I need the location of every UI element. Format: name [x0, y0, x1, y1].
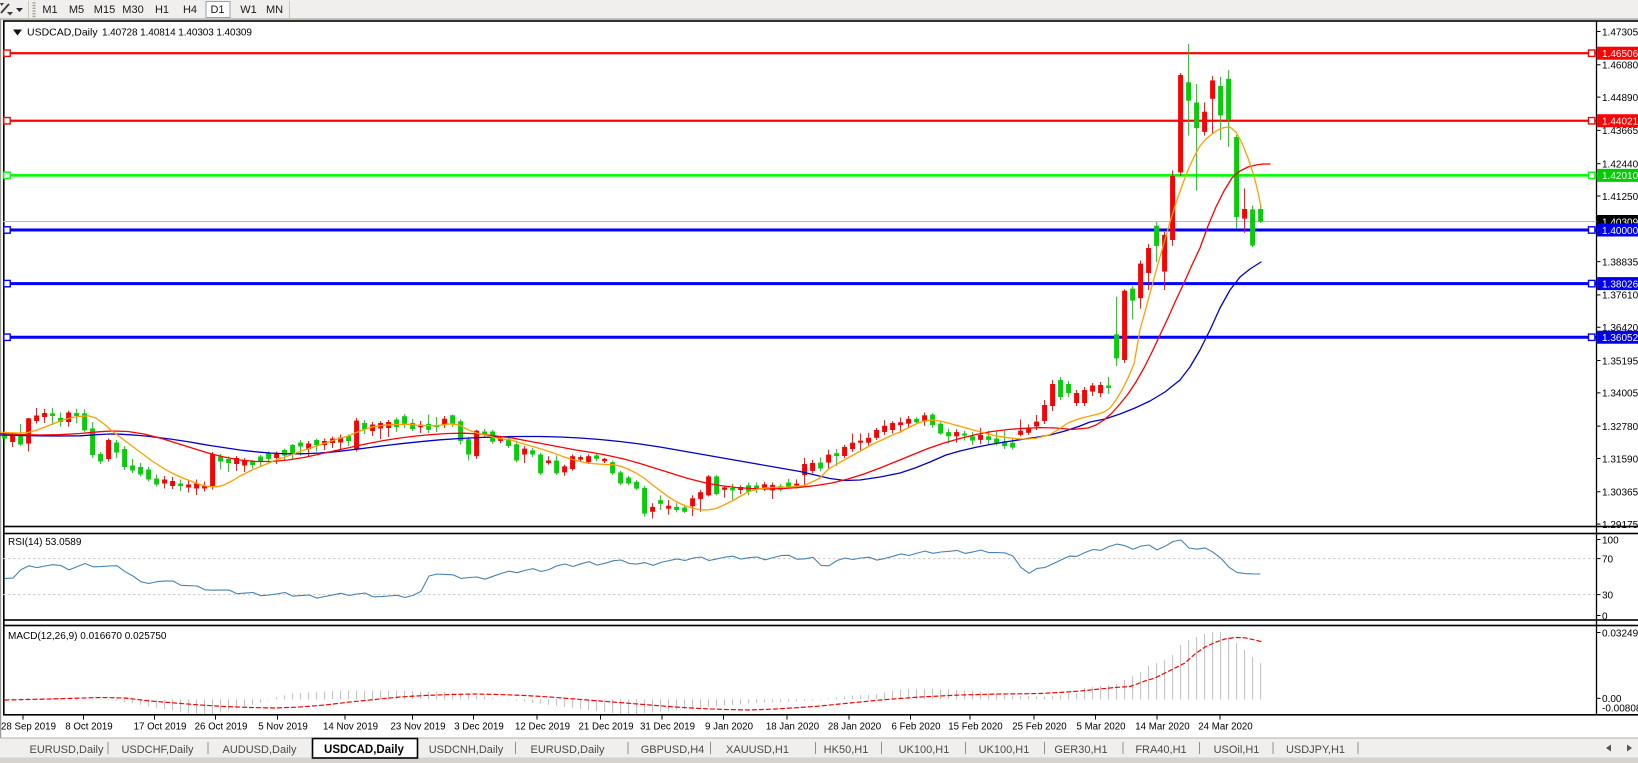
- svg-text:USDCAD,Daily: USDCAD,Daily: [324, 744, 404, 756]
- svg-text:1.42440: 1.42440: [1602, 159, 1638, 170]
- svg-text:1.31590: 1.31590: [1602, 454, 1638, 465]
- svg-text:1.44890: 1.44890: [1602, 93, 1638, 104]
- svg-text:M1: M1: [42, 4, 57, 16]
- svg-text:21 Dec 2019: 21 Dec 2019: [579, 722, 634, 733]
- svg-text:15 Feb 2020: 15 Feb 2020: [948, 722, 1003, 733]
- svg-text:1.36420: 1.36420: [1602, 323, 1638, 334]
- svg-text:USDCHF,Daily: USDCHF,Daily: [121, 744, 194, 756]
- svg-text:USDJPY,H1: USDJPY,H1: [1286, 744, 1345, 756]
- svg-text:GBPUSD,H4: GBPUSD,H4: [641, 744, 705, 756]
- svg-text:14 Nov 2019: 14 Nov 2019: [323, 722, 378, 733]
- svg-text:1.41250: 1.41250: [1602, 192, 1638, 203]
- svg-text:M30: M30: [122, 4, 143, 16]
- svg-text:100: 100: [1602, 535, 1619, 546]
- svg-text:0.00: 0.00: [1602, 694, 1622, 705]
- svg-text:USOil,H1: USOil,H1: [1214, 744, 1260, 756]
- svg-text:6 Feb 2020: 6 Feb 2020: [891, 722, 941, 733]
- svg-text:1.40000: 1.40000: [1602, 226, 1638, 237]
- svg-text:1.46080: 1.46080: [1602, 61, 1638, 72]
- svg-text:XAUUSD,H1: XAUUSD,H1: [726, 744, 789, 756]
- svg-text:28 Sep 2019: 28 Sep 2019: [1, 722, 56, 733]
- svg-text:1.29175: 1.29175: [1602, 520, 1638, 531]
- svg-text:-0.008086: -0.008086: [1602, 703, 1638, 714]
- svg-text:MN: MN: [266, 4, 283, 16]
- svg-text:RSI(14) 53.0589: RSI(14) 53.0589: [8, 537, 82, 548]
- svg-text:1.32780: 1.32780: [1602, 422, 1638, 433]
- svg-text:1.35195: 1.35195: [1602, 356, 1638, 367]
- svg-text:1.47305: 1.47305: [1602, 27, 1638, 38]
- svg-text:26 Oct 2019: 26 Oct 2019: [195, 722, 248, 733]
- svg-text:30: 30: [1602, 590, 1614, 601]
- svg-text:17 Oct 2019: 17 Oct 2019: [134, 722, 187, 733]
- svg-text:M5: M5: [69, 4, 84, 16]
- svg-text:EURUSD,Daily: EURUSD,Daily: [30, 744, 104, 756]
- svg-text:D1: D1: [210, 4, 224, 16]
- svg-text:12 Dec 2019: 12 Dec 2019: [515, 722, 570, 733]
- svg-text:70: 70: [1602, 554, 1614, 565]
- svg-text:1.37610: 1.37610: [1602, 291, 1638, 302]
- svg-text:18 Jan 2020: 18 Jan 2020: [766, 722, 820, 733]
- svg-text:W1: W1: [240, 4, 257, 16]
- svg-text:14 Mar 2020: 14 Mar 2020: [1135, 722, 1190, 733]
- svg-text:MACD(12,26,9) 0.016670 0.02575: MACD(12,26,9) 0.016670 0.025750: [8, 631, 167, 642]
- svg-text:1.44021: 1.44021: [1602, 117, 1638, 128]
- svg-text:1.42010: 1.42010: [1602, 171, 1638, 182]
- svg-text:UK100,H1: UK100,H1: [979, 744, 1030, 756]
- svg-text:1.36052: 1.36052: [1602, 333, 1638, 344]
- svg-text:1.38026: 1.38026: [1602, 279, 1638, 290]
- svg-text:M15: M15: [94, 4, 115, 16]
- svg-text:23 Nov 2019: 23 Nov 2019: [391, 722, 446, 733]
- svg-text:1.40309: 1.40309: [1602, 217, 1638, 228]
- svg-text:1.46506: 1.46506: [1602, 49, 1638, 60]
- svg-text:H1: H1: [155, 4, 169, 16]
- svg-text:AUDUSD,Daily: AUDUSD,Daily: [223, 744, 297, 756]
- svg-text:1.40728 1.40814 1.40303 1.4030: 1.40728 1.40814 1.40303 1.40309: [102, 28, 252, 39]
- svg-text:USDCAD,Daily: USDCAD,Daily: [27, 27, 98, 39]
- svg-text:1.43665: 1.43665: [1602, 126, 1638, 137]
- svg-text:5 Mar 2020: 5 Mar 2020: [1076, 722, 1126, 733]
- svg-text:UK100,H1: UK100,H1: [899, 744, 950, 756]
- svg-text:H4: H4: [183, 4, 197, 16]
- svg-text:25 Feb 2020: 25 Feb 2020: [1012, 722, 1067, 733]
- svg-text:9 Jan 2020: 9 Jan 2020: [705, 722, 754, 733]
- svg-text:28 Jan 2020: 28 Jan 2020: [828, 722, 882, 733]
- svg-text:1.38835: 1.38835: [1602, 257, 1638, 268]
- svg-text:24 Mar 2020: 24 Mar 2020: [1198, 722, 1253, 733]
- svg-text:1.34005: 1.34005: [1602, 389, 1638, 400]
- svg-text:8 Oct 2019: 8 Oct 2019: [65, 722, 112, 733]
- svg-text:3 Dec 2019: 3 Dec 2019: [454, 722, 504, 733]
- svg-text:EURUSD,Daily: EURUSD,Daily: [531, 744, 605, 756]
- svg-text:FRA40,H1: FRA40,H1: [1135, 744, 1186, 756]
- svg-text:USDCNH,Daily: USDCNH,Daily: [429, 744, 504, 756]
- svg-text:GER30,H1: GER30,H1: [1054, 744, 1107, 756]
- svg-text:1.30365: 1.30365: [1602, 488, 1638, 499]
- svg-text:HK50,H1: HK50,H1: [824, 744, 869, 756]
- svg-text:31 Dec 2019: 31 Dec 2019: [640, 722, 695, 733]
- svg-text:0.032493: 0.032493: [1602, 628, 1638, 639]
- svg-text:0: 0: [1602, 611, 1608, 622]
- svg-text:5 Nov 2019: 5 Nov 2019: [258, 722, 308, 733]
